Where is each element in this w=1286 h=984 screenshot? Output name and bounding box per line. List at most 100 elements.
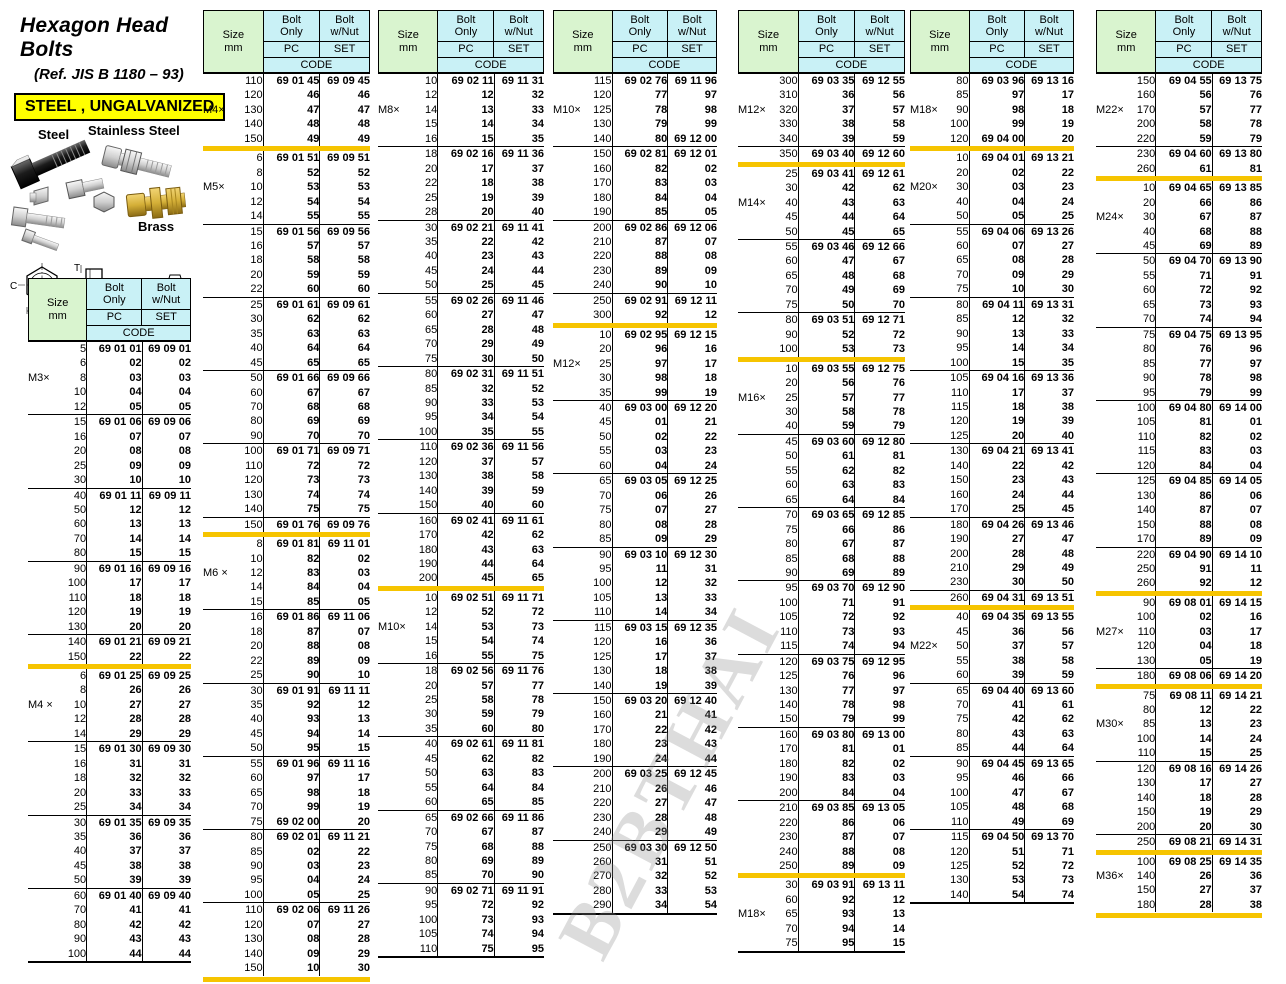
size-cell: 90 [28,560,88,577]
set-code-cell: 22 [357,845,370,858]
pc-code-cell: 90 [612,278,669,294]
table-row: 40 23 43 [378,249,544,264]
size-cell: 10 [553,322,613,343]
size-cell: 65 [910,253,970,268]
code-header: CODE [262,56,371,74]
table-row: 100 15 35 [910,355,1074,371]
size-cell: 70 [738,507,799,523]
set-code-cell: 62 [892,182,905,195]
small-bolts-photo [10,178,115,252]
set-code-cell: 97 [1249,357,1262,370]
table-row: 100 44 44 [28,946,191,963]
table-row: 80 69 89 [378,854,544,869]
size-cell: 16 [378,131,439,147]
set-code-cell: 69 [1061,815,1074,828]
size-cell: 220 [553,796,613,811]
pc-code-cell: 37 [969,639,1026,654]
table-row: 100 71 91 [738,595,905,611]
size-cell: 100 [738,595,799,611]
size-cell: M5× 10 [203,180,264,195]
size-cell: 95 [378,410,439,425]
size-cell: 160 [378,512,439,529]
pc-code-cell: 41 [86,903,143,918]
set-code-cell: 94 [892,640,905,653]
set-code-cell: 24 [1061,195,1074,208]
table-row: 160 69 02 41 69 11 61 [378,512,544,529]
set-code-cell: 69 11 06 [319,609,370,625]
table-row: 10 69 04 01 69 13 21 [910,146,1074,166]
set-code-cell: 43 [531,250,544,263]
pc-code-cell: 80 [612,131,669,147]
table-header: Size mm Bolt Only Bolt w/Nut PC SET CODE [377,10,544,74]
size-cell: 45 [203,355,264,371]
set-code-cell: 13 [892,908,905,921]
size-cell: 45 [910,624,970,640]
table-row: 65 48 68 [738,268,905,284]
set-code-cell: 15 [892,937,905,950]
size-cell: 75 [1096,683,1157,704]
table-row: 120 16 36 [553,635,717,650]
set-code-cell: 63 [1061,727,1074,740]
table-row: 110 15 25 [1096,746,1262,762]
set-code-cell: 69 11 91 [494,882,544,899]
size-cell: 50 [738,224,799,240]
size-cell: 75 [203,814,264,830]
set-code-cell: 63 [892,196,905,209]
size-cell: 80 [1096,703,1157,718]
pc-code-cell: 69 03 51 [798,312,856,328]
pc-code-cell: 43 [969,726,1026,742]
set-code-cell: 77 [892,391,905,404]
set-code-cell: 89 [531,855,544,868]
pc-code-cell: 69 02 56 [437,663,495,679]
pc-code-cell: 69 03 91 [798,873,856,893]
set-code-cell: 08 [892,845,905,858]
set-code-cell: 70 [357,429,370,442]
size-cell: 18 [378,663,439,679]
table-row: 80 69 69 [203,414,370,429]
pc-code-cell: 84 [263,580,321,595]
set-code-cell: 15 [357,742,370,755]
size-designation: M8× [378,103,400,116]
pc-code-cell: 71 [1155,268,1213,284]
pc-code-cell: 72 [1155,283,1213,298]
table-row: 14 29 29 [28,726,191,742]
set-code-cell: 49 [1061,561,1074,574]
size-cell: 160 [553,161,613,177]
pc-code-cell: 22 [437,234,495,250]
table-row: 170 89 09 [1096,532,1262,547]
set-header: SET [1024,41,1074,58]
size-cell: 125 [553,649,613,665]
bolt-photos: Steel Stainless Steel Brass [8,123,198,255]
set-code-cell: 49 [357,132,370,145]
set-code-cell: 19 [178,606,191,619]
set-code-cell: 47 [704,797,717,810]
table-row: 210 69 03 85 69 13 05 [738,800,905,816]
set-code-cell: 69 09 30 [142,741,191,757]
pc-code-cell: 54 [437,634,495,649]
yellow-separator [203,976,370,982]
size-cell: 25 [738,161,799,182]
set-code-cell: 62 [1061,713,1074,726]
table-row: 50 25 45 [378,278,544,294]
table-row: 105 81 01 [1096,415,1262,430]
pc-code-cell: 28 [437,322,495,338]
table-row: 150 10 30 [203,961,370,976]
pc-code-cell: 39 [798,131,856,147]
set-code-cell: 18 [1061,103,1074,116]
table-row: M14× 40 43 63 [738,195,905,211]
pc-code-cell: 28 [1155,897,1213,913]
pc-code-cell: 03 [612,444,669,459]
pc-code-cell: 37 [437,454,495,470]
size-cell: 260 [553,855,613,870]
table-row: 12 54 54 [203,194,370,210]
table-row: 170 81 01 [738,742,905,757]
set-code-cell: 06 [892,816,905,829]
size-cell: 190 [553,205,613,221]
size-cell: 6 [203,146,264,166]
table-row: 6 02 02 [28,356,191,371]
set-code-cell: 93 [892,625,905,638]
size-cell: 60 [553,458,613,474]
size-cell: 130 [203,932,264,947]
pc-code-cell: 69 03 65 [798,507,856,523]
size-cell: 150 [203,516,264,535]
